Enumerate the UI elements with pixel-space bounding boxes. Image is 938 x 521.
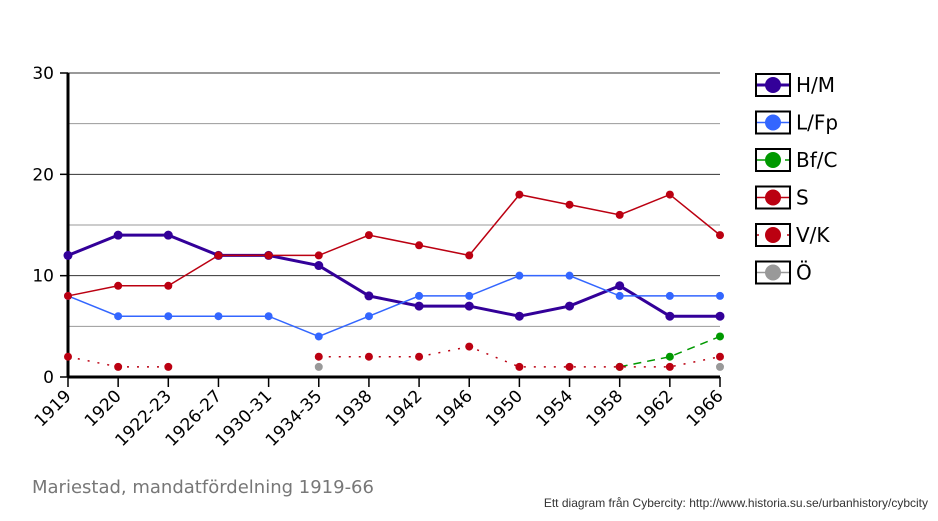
data-point-L/Fp bbox=[565, 271, 574, 280]
legend-item: H/M bbox=[755, 73, 835, 97]
data-point-L/Fp bbox=[164, 312, 173, 321]
legend-item: Ö bbox=[755, 260, 812, 285]
data-point-S bbox=[164, 281, 173, 290]
data-point-L/Fp bbox=[665, 291, 674, 300]
data-point-V/K bbox=[415, 352, 424, 361]
data-point-L/Fp bbox=[114, 312, 123, 321]
legend-label: V/K bbox=[796, 223, 830, 247]
data-point-V/K bbox=[364, 352, 373, 361]
series-line-Bf/C bbox=[619, 335, 721, 368]
data-point-L/Fp bbox=[264, 312, 273, 321]
x-tick-label: 1950 bbox=[482, 386, 527, 431]
y-tick-label: 20 bbox=[32, 165, 54, 185]
data-point-S bbox=[565, 200, 574, 209]
legend-item: Bf/C bbox=[755, 148, 837, 172]
series-line-S bbox=[67, 193, 721, 297]
data-point-H/M bbox=[565, 301, 575, 311]
series-line-H/M bbox=[67, 233, 720, 318]
data-point-V/K bbox=[615, 362, 624, 371]
data-point-S bbox=[314, 251, 323, 260]
data-point-V/K bbox=[515, 362, 524, 371]
data-point-L/Fp bbox=[364, 312, 373, 321]
data-point-S bbox=[214, 251, 223, 260]
legend-marker bbox=[765, 189, 781, 206]
legend-item: L/Fp bbox=[755, 110, 838, 135]
data-point-H/M bbox=[163, 230, 173, 240]
data-point-L/Fp bbox=[415, 291, 424, 300]
series-line-L/Fp bbox=[67, 274, 720, 338]
legend-label: L/Fp bbox=[796, 111, 838, 135]
data-point-S bbox=[615, 210, 624, 219]
data-point-L/Fp bbox=[314, 332, 323, 341]
data-point-V/K bbox=[114, 362, 123, 371]
data-point-L/Fp bbox=[716, 291, 724, 300]
y-tick-label: 0 bbox=[43, 368, 54, 388]
data-point-H/M bbox=[314, 261, 324, 271]
legend-label: Ö bbox=[796, 261, 812, 285]
data-point-V/K bbox=[465, 342, 474, 351]
data-point-H/M bbox=[464, 301, 474, 311]
x-tick-label: 1919 bbox=[31, 386, 76, 431]
data-point-S bbox=[465, 251, 474, 260]
y-tick-label: 10 bbox=[32, 267, 54, 287]
x-tick-label: 1962 bbox=[633, 386, 678, 431]
data-point-Ö bbox=[314, 362, 323, 371]
data-point-H/M bbox=[715, 311, 725, 321]
x-tick-label: 1954 bbox=[532, 386, 577, 431]
data-point-H/M bbox=[414, 301, 424, 311]
legend-item: V/K bbox=[755, 223, 830, 247]
data-point-S bbox=[415, 241, 424, 250]
legend-marker bbox=[765, 264, 781, 281]
data-point-S bbox=[515, 190, 524, 199]
data-point-H/M bbox=[364, 291, 374, 301]
data-point-V/K bbox=[64, 352, 72, 361]
chart-title: Mariestad, mandatfördelning 1919-66 bbox=[32, 477, 374, 498]
data-point-Bf/C bbox=[716, 332, 724, 341]
data-point-H/M bbox=[615, 281, 625, 291]
data-point-S bbox=[64, 291, 72, 300]
data-point-H/M bbox=[665, 311, 675, 321]
legend-marker bbox=[765, 114, 781, 131]
x-tick-label: 1966 bbox=[683, 386, 728, 431]
data-point-V/K bbox=[716, 352, 724, 361]
x-tick-label: 1946 bbox=[432, 386, 477, 431]
data-point-L/Fp bbox=[615, 291, 624, 300]
y-tick-label: 30 bbox=[32, 64, 54, 84]
data-point-S bbox=[264, 251, 273, 260]
data-point-L/Fp bbox=[515, 271, 524, 280]
legend-marker bbox=[765, 227, 781, 243]
data-point-H/M bbox=[514, 311, 524, 321]
legend-marker bbox=[765, 77, 781, 93]
data-point-H/M bbox=[113, 230, 123, 240]
legend-marker bbox=[765, 152, 781, 168]
legend-item: S bbox=[755, 185, 809, 210]
data-point-S bbox=[114, 281, 123, 290]
data-point-V/K bbox=[164, 362, 173, 371]
data-point-V/K bbox=[314, 352, 323, 361]
data-point-S bbox=[665, 190, 674, 199]
x-tick-label: 1938 bbox=[332, 386, 377, 431]
legend-label: H/M bbox=[796, 73, 835, 97]
data-point-V/K bbox=[565, 362, 574, 371]
x-tick-label: 1942 bbox=[382, 386, 427, 431]
data-point-Ö bbox=[716, 362, 724, 371]
legend-label: Bf/C bbox=[796, 148, 837, 172]
data-point-S bbox=[716, 231, 724, 240]
x-tick-label: 1920 bbox=[81, 386, 126, 431]
legend-label: S bbox=[796, 186, 809, 210]
data-point-Bf/C bbox=[665, 352, 674, 361]
chart-credit: Ett diagram från Cybercity: http://www.h… bbox=[543, 496, 928, 510]
data-point-V/K bbox=[665, 362, 674, 371]
data-point-H/M bbox=[63, 250, 73, 260]
x-tick-label: 1958 bbox=[582, 386, 627, 431]
data-point-L/Fp bbox=[214, 312, 223, 321]
data-point-S bbox=[364, 231, 373, 240]
data-point-L/Fp bbox=[465, 291, 474, 300]
